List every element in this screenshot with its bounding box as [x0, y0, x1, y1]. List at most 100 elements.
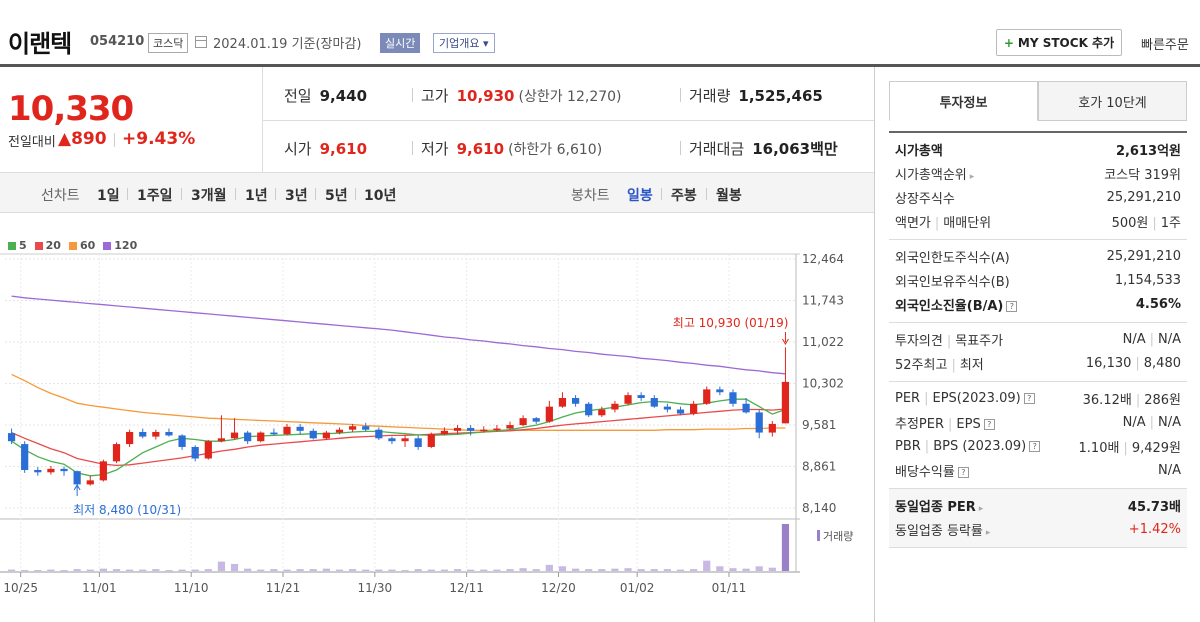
separator: [412, 88, 413, 102]
y-tick-label: 11,022: [802, 335, 844, 349]
volume-bar: [60, 570, 68, 572]
help-icon[interactable]: ?: [957, 466, 969, 478]
info-key: PER | EPS(2023.09)?: [895, 391, 1035, 406]
market-badge: 코스닥: [148, 33, 189, 53]
volume-bar: [7, 569, 16, 571]
info-value-text: +1.42%: [1128, 521, 1181, 537]
candle-body: [414, 438, 422, 447]
info-key-text: 상장주식수: [895, 191, 955, 207]
separator: [355, 188, 356, 200]
candle-body: [21, 444, 29, 470]
high-value: 10,930: [456, 87, 515, 105]
help-icon[interactable]: ?: [983, 418, 995, 430]
help-icon[interactable]: ?: [1029, 440, 1041, 452]
info-key-text: 외국인보유주식수(B): [895, 274, 1010, 290]
candle-body: [532, 418, 540, 422]
candle-body: [322, 432, 330, 439]
info-row: 동일업종 등락률 ▸ +1.42%: [889, 517, 1187, 541]
help-icon[interactable]: ?: [1006, 300, 1018, 312]
volume-bar: [204, 569, 212, 571]
candle-body: [217, 438, 226, 442]
candle-body: [191, 446, 199, 459]
candle-body: [178, 435, 186, 447]
period-1w[interactable]: 1주일: [137, 188, 173, 204]
candle-body: [388, 438, 396, 442]
arrow-right-icon: ▸: [985, 527, 991, 538]
info-value: N/A | N/A: [1123, 415, 1181, 430]
candle-weekly[interactable]: 주봉: [671, 188, 697, 204]
info-value-text: N/A: [1122, 331, 1146, 347]
candle-body: [650, 398, 658, 407]
candle-daily[interactable]: 일봉: [627, 188, 653, 204]
info-key: 액면가 | 매매단위: [895, 212, 991, 231]
period-5y[interactable]: 5년: [325, 188, 348, 204]
change-label: 전일대비: [8, 135, 56, 150]
high-arrow-head: [782, 338, 789, 345]
legend-swatch: [103, 241, 112, 250]
volume-bar: [558, 566, 567, 571]
company-info-dropdown[interactable]: 기업개요 ▾: [433, 33, 495, 53]
info-value-text: N/A: [1158, 414, 1181, 430]
info-group: 동일업종 PER ▸ 45.73배 동일업종 등락률 ▸ +1.42%: [889, 489, 1187, 548]
separator: |: [946, 333, 952, 349]
x-tick-label: 10/25: [3, 581, 38, 595]
plus-icon: +: [1003, 35, 1014, 50]
candle-body: [493, 428, 501, 431]
period-1y[interactable]: 1년: [245, 188, 268, 204]
candle-body: [47, 468, 55, 473]
stock-code: 054210: [90, 34, 145, 49]
candle-monthly[interactable]: 월봉: [716, 188, 742, 204]
quick-order-link[interactable]: 빠른주문: [1141, 34, 1189, 53]
info-row: 액면가 | 매매단위 500원 | 1주: [889, 209, 1187, 233]
info-key-text: EPS(2023.09): [932, 390, 1021, 406]
candle-body: [690, 403, 698, 414]
period-10y[interactable]: 10년: [364, 188, 397, 204]
separator: [275, 188, 276, 200]
candle-body: [7, 433, 16, 442]
info-key-text: 외국인한도주식수(A): [895, 250, 1010, 266]
candle-body: [755, 412, 763, 433]
volume-bar: [99, 568, 107, 571]
legend-label: 120: [114, 239, 138, 252]
candle-body: [440, 430, 449, 435]
candle-body: [99, 461, 107, 481]
info-key-text: 시가총액순위: [895, 167, 967, 183]
stock-header: 이랜텍 054210 코스닥 2024.01.19 기준(장마감) 실시간 기업…: [0, 0, 1200, 64]
info-value-text: 8,480: [1143, 355, 1181, 371]
candle-body: [283, 426, 291, 435]
change-percent: +9.43%: [122, 129, 196, 149]
candle-body: [34, 469, 42, 473]
volume-bar: [34, 570, 42, 572]
current-price: 10,330: [8, 89, 134, 129]
info-value-text: 2,613억원: [1115, 143, 1181, 159]
tab-orderbook[interactable]: 호가 10단계: [1038, 81, 1187, 121]
high-annotation: 최고 10,930 (01/19): [673, 316, 789, 330]
volume-bar: [388, 569, 396, 571]
price-chart[interactable]: 5 20 60 120 12,464 11,743 11,022 10,302 9,58…: [0, 214, 874, 622]
volume-bar: [729, 568, 737, 571]
candle-body: [244, 432, 252, 442]
legend-swatch: [34, 241, 43, 250]
period-3y[interactable]: 3년: [285, 188, 308, 204]
info-row: 상장주식수 25,291,210: [889, 185, 1187, 209]
separator: [680, 141, 681, 155]
info-value: 36.12배 | 286원: [1083, 389, 1181, 408]
info-value-text: 25,291,210: [1106, 248, 1181, 264]
period-3m[interactable]: 3개월: [191, 188, 227, 204]
help-icon[interactable]: ?: [1023, 392, 1035, 404]
info-value: 45.73배: [1128, 496, 1181, 515]
add-mystock-button[interactable]: + MY STOCK 추가: [996, 29, 1122, 56]
period-1d[interactable]: 1일: [97, 188, 120, 204]
realtime-button[interactable]: 실시간: [380, 33, 421, 53]
volume-bar: [690, 569, 698, 571]
header-divider: [0, 64, 1200, 67]
candle-body: [427, 434, 435, 447]
separator: [235, 188, 236, 200]
tab-invest-info[interactable]: 투자정보: [889, 81, 1038, 121]
volume-bar: [139, 569, 147, 571]
legend-label: 20: [45, 239, 61, 252]
info-row: 시가총액순위 ▸ 코스닥 319위: [889, 161, 1187, 185]
volume-label: 거래량: [823, 530, 853, 543]
candle-body: [703, 389, 711, 404]
info-value-text: 45.73배: [1127, 499, 1181, 515]
